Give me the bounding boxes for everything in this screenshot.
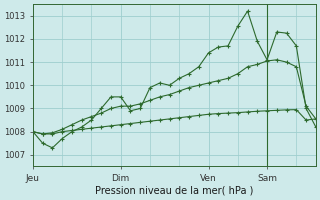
X-axis label: Pression niveau de la mer( hPa ): Pression niveau de la mer( hPa ) xyxy=(95,186,253,196)
